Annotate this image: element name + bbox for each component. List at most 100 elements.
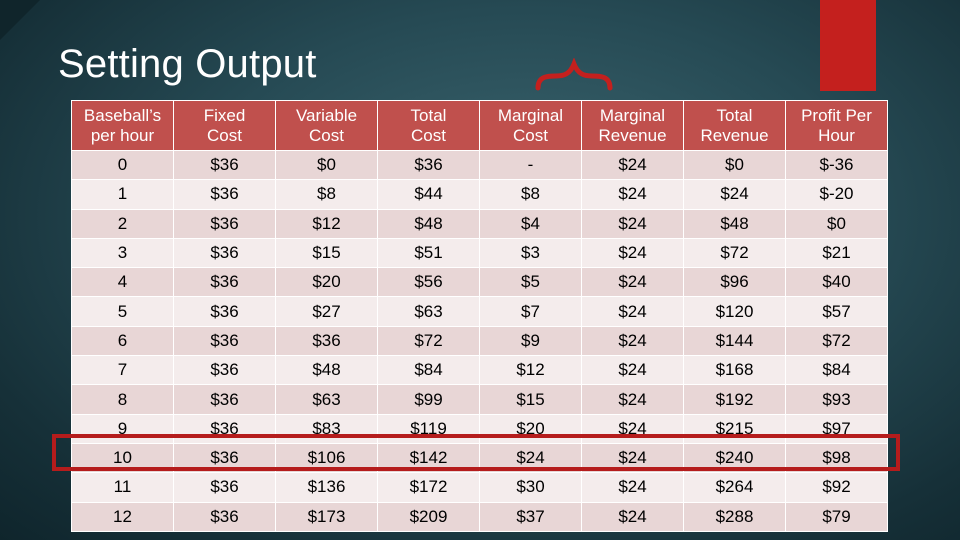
table-cell: $36 — [173, 384, 276, 415]
table-cell: $12 — [479, 355, 582, 386]
table-cell: $51 — [377, 237, 480, 269]
table-cell: 5 — [71, 296, 174, 327]
table-cell: $24 — [683, 179, 786, 210]
table-cell: $48 — [377, 208, 480, 239]
table-cell: $96 — [683, 267, 786, 298]
table-cell: $172 — [377, 472, 480, 503]
header-baseballs-per-hour: Baseball’s per hour — [71, 100, 174, 151]
header-marginal-revenue: Marginal Revenue — [581, 100, 684, 151]
table-row: 4 $36 $20 $56 $5 $24 $96 $40 — [71, 267, 888, 298]
table-cell: $36 — [173, 296, 276, 327]
table-cell: 1 — [71, 179, 174, 210]
table-cell: $24 — [581, 296, 684, 327]
table-cell: $27 — [275, 296, 378, 327]
table-cell: $15 — [479, 384, 582, 415]
table-cell: $120 — [683, 296, 786, 327]
table-cell: 8 — [71, 384, 174, 415]
table-cell: $36 — [275, 325, 378, 357]
table-cell: $36 — [173, 472, 276, 503]
table-cell: $24 — [581, 208, 684, 239]
table-cell: $192 — [683, 384, 786, 415]
header-total-cost: Total Cost — [377, 100, 480, 151]
table-cell: $0 — [785, 208, 888, 239]
table-cell: $99 — [377, 384, 480, 415]
table-row: 11 $36 $136 $172 $30 $24 $264 $92 — [71, 472, 888, 503]
table-cell: $30 — [479, 472, 582, 503]
table-row: 7 $36 $48 $84 $12 $24 $168 $84 — [71, 355, 888, 386]
table-cell: - — [479, 149, 582, 181]
table-cell: $37 — [479, 501, 582, 532]
table-cell: $21 — [785, 237, 888, 269]
slide-title: Setting Output — [58, 42, 317, 86]
table-cell: $-36 — [785, 149, 888, 181]
header-total-revenue: Total Revenue — [683, 100, 786, 151]
table-cell: $44 — [377, 179, 480, 210]
table-cell: $119 — [377, 413, 480, 444]
table-cell: $92 — [785, 472, 888, 503]
table-cell: $36 — [173, 501, 276, 532]
table-cell: $72 — [785, 325, 888, 357]
table-cell: $36 — [173, 267, 276, 298]
table-cell: $97 — [785, 413, 888, 444]
table-cell: 4 — [71, 267, 174, 298]
table-cell: $48 — [275, 355, 378, 386]
table-cell: $24 — [581, 472, 684, 503]
cost-revenue-table: Baseball’s per hour Fixed Cost Variable Cos… — [71, 100, 888, 532]
table-cell: $0 — [275, 149, 378, 181]
table-cell: $72 — [377, 325, 480, 357]
table-cell: $56 — [377, 267, 480, 298]
table-cell: $24 — [581, 179, 684, 210]
table-row: 1 $36 $8 $44 $8 $24 $24 $-20 — [71, 179, 888, 210]
table-cell: $136 — [275, 472, 378, 503]
table-header-row: Baseball’s per hour Fixed Cost Variable Cos… — [71, 100, 888, 151]
table-cell: 3 — [71, 237, 174, 269]
table-cell: $36 — [173, 179, 276, 210]
table-cell: $84 — [377, 355, 480, 386]
table-cell: $40 — [785, 267, 888, 298]
table-row: 12 $36 $173 $209 $37 $24 $288 $79 — [71, 501, 888, 532]
table-cell: $36 — [173, 325, 276, 357]
table-cell: $209 — [377, 501, 480, 532]
table-cell: $24 — [581, 413, 684, 444]
table-row: 5 $36 $27 $63 $7 $24 $120 $57 — [71, 296, 888, 327]
corner-decoration — [0, 0, 40, 40]
table-row: 0 $36 $0 $36- $24 $0 $-36 — [71, 149, 888, 181]
table-cell: $36 — [173, 237, 276, 269]
table-cell: $215 — [683, 413, 786, 444]
table-cell: $48 — [683, 208, 786, 239]
table-cell: $144 — [683, 325, 786, 357]
table-cell: $24 — [581, 237, 684, 269]
table-cell: $264 — [683, 472, 786, 503]
table-cell: 6 — [71, 325, 174, 357]
table-cell: $36 — [377, 149, 480, 181]
table-cell: $20 — [479, 413, 582, 444]
table-cell: $63 — [377, 296, 480, 327]
table-cell: $24 — [581, 149, 684, 181]
table-cell: $24 — [581, 355, 684, 386]
table-cell: $72 — [683, 237, 786, 269]
table-cell: $36 — [173, 413, 276, 444]
table-cell: 12 — [71, 501, 174, 532]
table-cell: $-20 — [785, 179, 888, 210]
table-cell: $20 — [275, 267, 378, 298]
table-row: 3 $36 $15 $51 $3 $24 $72 $21 — [71, 237, 888, 269]
table-cell: $15 — [275, 237, 378, 269]
table-cell: 7 — [71, 355, 174, 386]
header-marginal-cost: Marginal Cost — [479, 100, 582, 151]
curly-brace-icon — [535, 58, 613, 91]
header-fixed-cost: Fixed Cost — [173, 100, 276, 151]
table-cell: $57 — [785, 296, 888, 327]
table-cell: $288 — [683, 501, 786, 532]
table-row: 9 $36 $83 $119 $20 $24 $215 $97 — [71, 413, 888, 444]
table-cell: $3 — [479, 237, 582, 269]
table-cell: $173 — [275, 501, 378, 532]
table-cell: $24 — [581, 384, 684, 415]
table-row: 2 $36 $12 $48 $4 $24 $48 $0 — [71, 208, 888, 239]
accent-bar — [820, 0, 876, 91]
table-cell: 9 — [71, 413, 174, 444]
header-profit-per-hour: Profit Per Hour — [785, 100, 888, 151]
table-cell: $36 — [173, 208, 276, 239]
table-row: 6 $36 $36 $72 $9 $24 $144 $72 — [71, 325, 888, 357]
table-row: 8 $36 $63 $99 $15 $24 $192 $93 — [71, 384, 888, 415]
table-cell: 0 — [71, 149, 174, 181]
